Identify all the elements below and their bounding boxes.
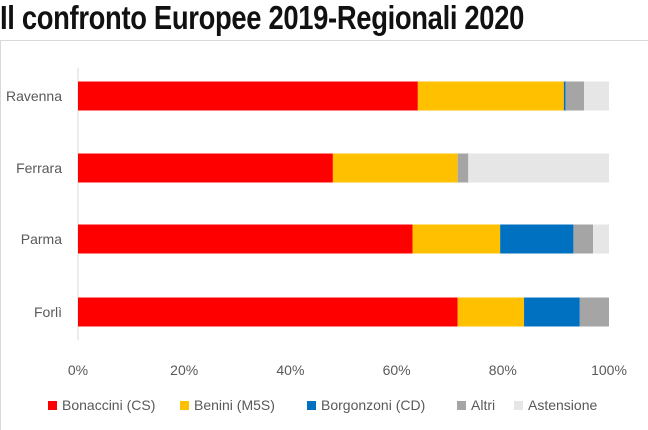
bar-forlì-series-3 [579,297,609,327]
bar-ferrara-series-1 [332,153,458,183]
category-label: Forlì [34,304,62,320]
x-tick-label: 20% [170,362,198,378]
bar-ravenna-series-2 [563,81,566,111]
bar-ravenna-series-3 [565,81,585,111]
bar-ravenna-series-1 [417,81,564,111]
x-tick-label: 40% [276,362,304,378]
bar-parma-series-2 [500,224,574,254]
legend-label: Benini (M5S) [194,397,275,413]
x-tick-label: 60% [383,362,411,378]
bar-forlì-series-1 [457,297,525,327]
x-tick-label: 100% [591,362,627,378]
category-label: Ferrara [16,160,62,176]
category-label: Ravenna [6,88,62,104]
bar-parma-series-1 [412,224,501,254]
bar-ravenna-series-4 [584,81,609,111]
bar-ferrara-series-3 [457,153,469,183]
category-label: Parma [21,231,62,247]
legend-label: Altri [471,397,495,413]
chart-area [0,40,648,430]
bar-ferrara-series-4 [468,153,609,183]
legend-swatch [48,401,57,410]
bar-parma-series-3 [573,224,594,254]
bar-parma-series-4 [593,224,609,254]
legend-swatch [514,401,523,410]
chart-title: Il confronto Europee 2019-Regionali 2020 [0,0,525,36]
x-tick-label: 0% [68,362,88,378]
x-tick-label: 80% [489,362,517,378]
legend-swatch [307,401,316,410]
bar-ferrara-series-0 [78,153,333,183]
legend-swatch [180,401,189,410]
bar-forlì-series-2 [524,297,580,327]
bar-ravenna-series-0 [78,81,418,111]
legend-swatch [457,401,466,410]
legend-label: Astensione [528,397,597,413]
legend-label: Borgonzoni (CD) [321,397,425,413]
bar-parma-series-0 [78,224,413,254]
bar-forlì-series-0 [78,297,458,327]
legend-label: Bonaccini (CS) [62,397,155,413]
